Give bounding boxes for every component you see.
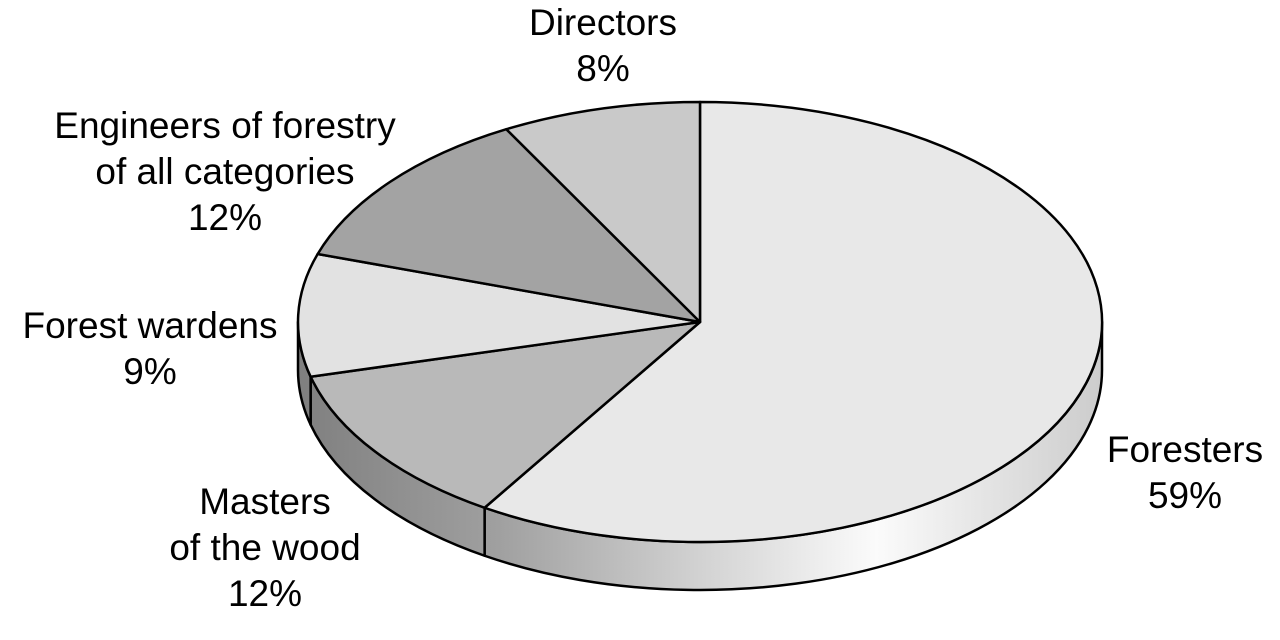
- label-foresters-value: 59%: [1147, 475, 1223, 516]
- label-engineers: Engineers of forestry of all categories …: [54, 103, 395, 241]
- label-masters-name-line2: of the wood: [169, 527, 361, 568]
- label-masters-value: 12%: [227, 573, 303, 614]
- pie-slice-0: [483, 100, 1104, 544]
- pie-slice-2: [296, 252, 702, 378]
- label-engineers-value: 12%: [187, 197, 263, 238]
- label-forest-wardens-value: 9%: [123, 351, 177, 392]
- label-engineers-name-line1: Engineers of forestry: [54, 105, 396, 146]
- label-directors-value: 8%: [576, 48, 630, 89]
- label-directors: Directors 8%: [529, 0, 677, 92]
- label-engineers-name-line2: of all categories: [95, 151, 355, 192]
- label-directors-name: Directors: [528, 2, 678, 43]
- pie-slice-1: [309, 320, 702, 509]
- label-forest-wardens: Forest wardens 9%: [23, 303, 278, 395]
- label-foresters-name: Foresters: [1106, 429, 1264, 470]
- label-masters: Masters of the wood 12%: [169, 479, 360, 617]
- pie-slice-3: [316, 127, 702, 324]
- label-masters-name-line1: Masters: [199, 481, 331, 522]
- label-foresters: Foresters 59%: [1107, 427, 1263, 519]
- label-forest-wardens-name: Forest wardens: [22, 305, 278, 346]
- pie-slice-4: [505, 100, 702, 324]
